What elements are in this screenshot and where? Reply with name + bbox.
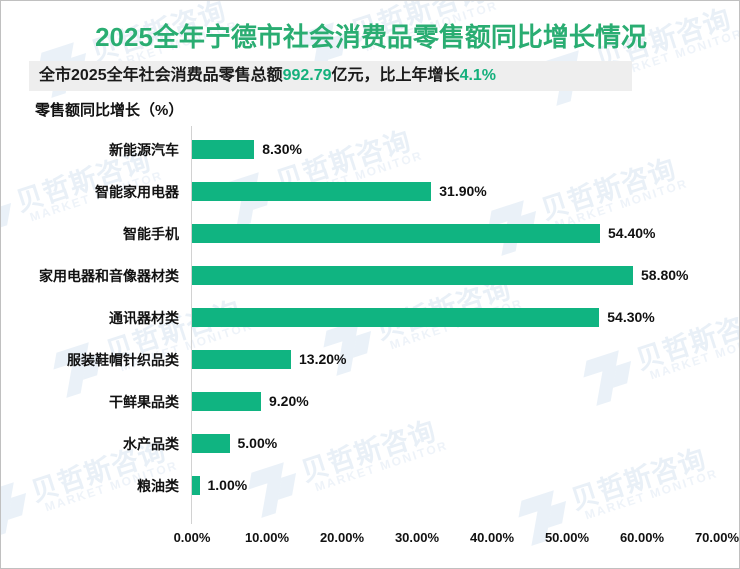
x-axis-tick-label: 50.00% xyxy=(544,530,590,545)
bar-category-label: 通讯器材类 xyxy=(109,310,179,326)
bar-value-label: 31.90% xyxy=(439,183,487,199)
bar-row: 智能家用电器 31.90% xyxy=(1,171,739,213)
x-axis-tick-label: 10.00% xyxy=(244,530,290,545)
subtitle-prefix: 全市2025全年社会消费品零售总额 xyxy=(39,67,283,84)
bar-value-label: 54.30% xyxy=(607,309,655,325)
bar-category-label: 新能源汽车 xyxy=(109,142,179,158)
bar-row: 粮油类 1.00% xyxy=(1,465,739,507)
bar-value-label: 9.20% xyxy=(269,393,309,409)
subtitle-total-value: 992.79 xyxy=(282,67,332,84)
x-axis-tick-label: 20.00% xyxy=(319,530,365,545)
value-axis-line xyxy=(191,126,192,524)
bar-row: 新能源汽车 8.30% xyxy=(1,129,739,171)
y-axis-caption: 零售额同比增长（%） xyxy=(35,102,184,119)
bar[interactable] xyxy=(192,266,633,285)
x-axis-tick-label: 40.00% xyxy=(469,530,515,545)
x-axis: 0.00% 10.00% 20.00% 30.00% 40.00% 50.00% 60.00… xyxy=(1,530,740,560)
bar-value-label: 58.80% xyxy=(641,267,689,283)
x-axis-tick-label: 0.00% xyxy=(173,530,211,545)
bar-category-label: 粮油类 xyxy=(137,478,179,494)
bar-category-label: 家用电器和音像器材类 xyxy=(39,268,179,284)
bar-row: 通讯器材类 54.30% xyxy=(1,297,739,339)
bar-row: 干鲜果品类 9.20% xyxy=(1,381,739,423)
bar-value-label: 54.40% xyxy=(608,225,656,241)
bar[interactable] xyxy=(192,434,230,453)
bar-category-label: 服装鞋帽针织品类 xyxy=(67,352,179,368)
bar[interactable] xyxy=(192,182,432,201)
bar[interactable] xyxy=(192,224,600,243)
bar-row: 水产品类 5.00% xyxy=(1,423,739,465)
bar-category-label: 智能家用电器 xyxy=(95,184,179,200)
bar[interactable] xyxy=(192,476,200,495)
x-axis-tick-label: 60.00% xyxy=(619,530,665,545)
x-axis-tick-label: 30.00% xyxy=(394,530,440,545)
bar-value-label: 13.20% xyxy=(299,351,347,367)
bar-category-label: 干鲜果品类 xyxy=(109,394,179,410)
bar-value-label: 1.00% xyxy=(207,477,248,493)
subtitle-growth-value: 4.1% xyxy=(459,67,497,84)
bar-category-label: 水产品类 xyxy=(123,436,179,452)
bar-category-label: 智能手机 xyxy=(123,226,179,242)
bar-row: 家用电器和音像器材类 58.80% xyxy=(1,255,739,297)
bar[interactable] xyxy=(192,140,255,159)
subtitle-middle: 亿元，比上年增长 xyxy=(331,67,460,84)
x-axis-tick-label: 70.00% xyxy=(694,530,740,545)
bar-row: 智能手机 54.40% xyxy=(1,213,739,255)
bar[interactable] xyxy=(192,308,600,327)
bar[interactable] xyxy=(192,350,291,369)
bar[interactable] xyxy=(192,392,261,411)
bar-value-label: 8.30% xyxy=(262,141,302,157)
subtitle: 全市2025全年社会消费品零售总额992.79亿元，比上年增长4.1% xyxy=(39,63,496,89)
chart-title: 2025全年宁德市社会消费品零售额同比增长情况 xyxy=(95,22,647,52)
plot-area: 新能源汽车 8.30% 智能家用电器 31.90% 智能手机 54.40% 家用电器和音像器… xyxy=(1,121,740,568)
bar-value-label: 5.00% xyxy=(237,435,278,451)
bar-row: 服装鞋帽针织品类 13.20% xyxy=(1,339,739,381)
